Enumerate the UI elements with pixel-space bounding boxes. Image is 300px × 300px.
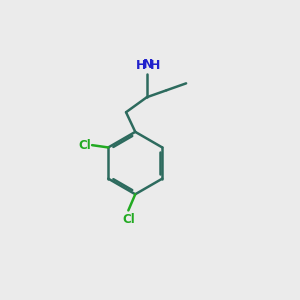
Text: N: N: [143, 58, 153, 70]
Text: Cl: Cl: [78, 139, 91, 152]
Text: Cl: Cl: [122, 213, 135, 226]
Text: H: H: [136, 59, 146, 72]
Text: H: H: [150, 59, 160, 72]
